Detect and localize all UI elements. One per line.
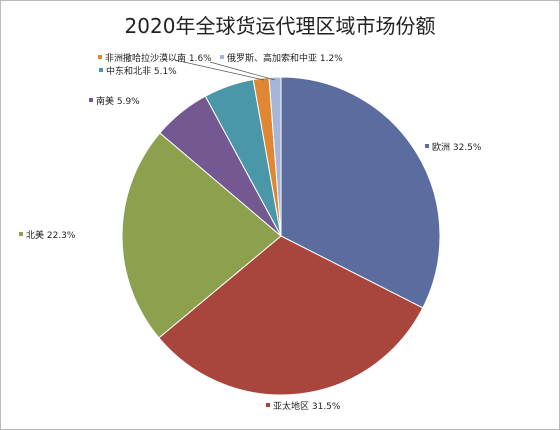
data-label: 北美 22.3% bbox=[19, 229, 76, 241]
data-label: 中东和北非 5.1% bbox=[99, 65, 177, 77]
data-label: 欧洲 32.5% bbox=[425, 141, 482, 153]
label-marker bbox=[425, 144, 429, 148]
slice-1 bbox=[158, 235, 424, 396]
label-marker bbox=[98, 55, 102, 59]
label-text: 欧洲 32.5% bbox=[432, 141, 482, 153]
data-label: 亚太地区 31.5% bbox=[266, 400, 341, 412]
label-marker bbox=[266, 403, 270, 407]
label-marker bbox=[89, 98, 93, 102]
label-text: 南美 5.9% bbox=[96, 95, 140, 107]
label-marker bbox=[220, 55, 224, 59]
chart-title: 2020年全球货运代理区域市场份额 bbox=[124, 14, 436, 38]
label-text: 北美 22.3% bbox=[26, 229, 76, 241]
data-label: 俄罗斯、高加索和中亚 1.2% bbox=[220, 52, 343, 64]
label-text: 中东和北非 5.1% bbox=[106, 65, 177, 77]
slice-2 bbox=[121, 132, 282, 339]
label-marker bbox=[99, 68, 103, 72]
data-label: 非洲撒哈拉沙漠以南 1.6% bbox=[98, 52, 212, 64]
label-text: 亚太地区 31.5% bbox=[273, 400, 341, 412]
label-text: 俄罗斯、高加索和中亚 1.2% bbox=[227, 52, 343, 64]
label-marker bbox=[19, 232, 23, 236]
leader-line bbox=[209, 61, 276, 81]
leader-line bbox=[174, 59, 265, 81]
slice-6 bbox=[268, 76, 282, 237]
slice-0 bbox=[280, 76, 441, 309]
data-label: 南美 5.9% bbox=[89, 95, 140, 107]
label-text: 非洲撒哈拉沙漠以南 1.6% bbox=[105, 52, 212, 64]
